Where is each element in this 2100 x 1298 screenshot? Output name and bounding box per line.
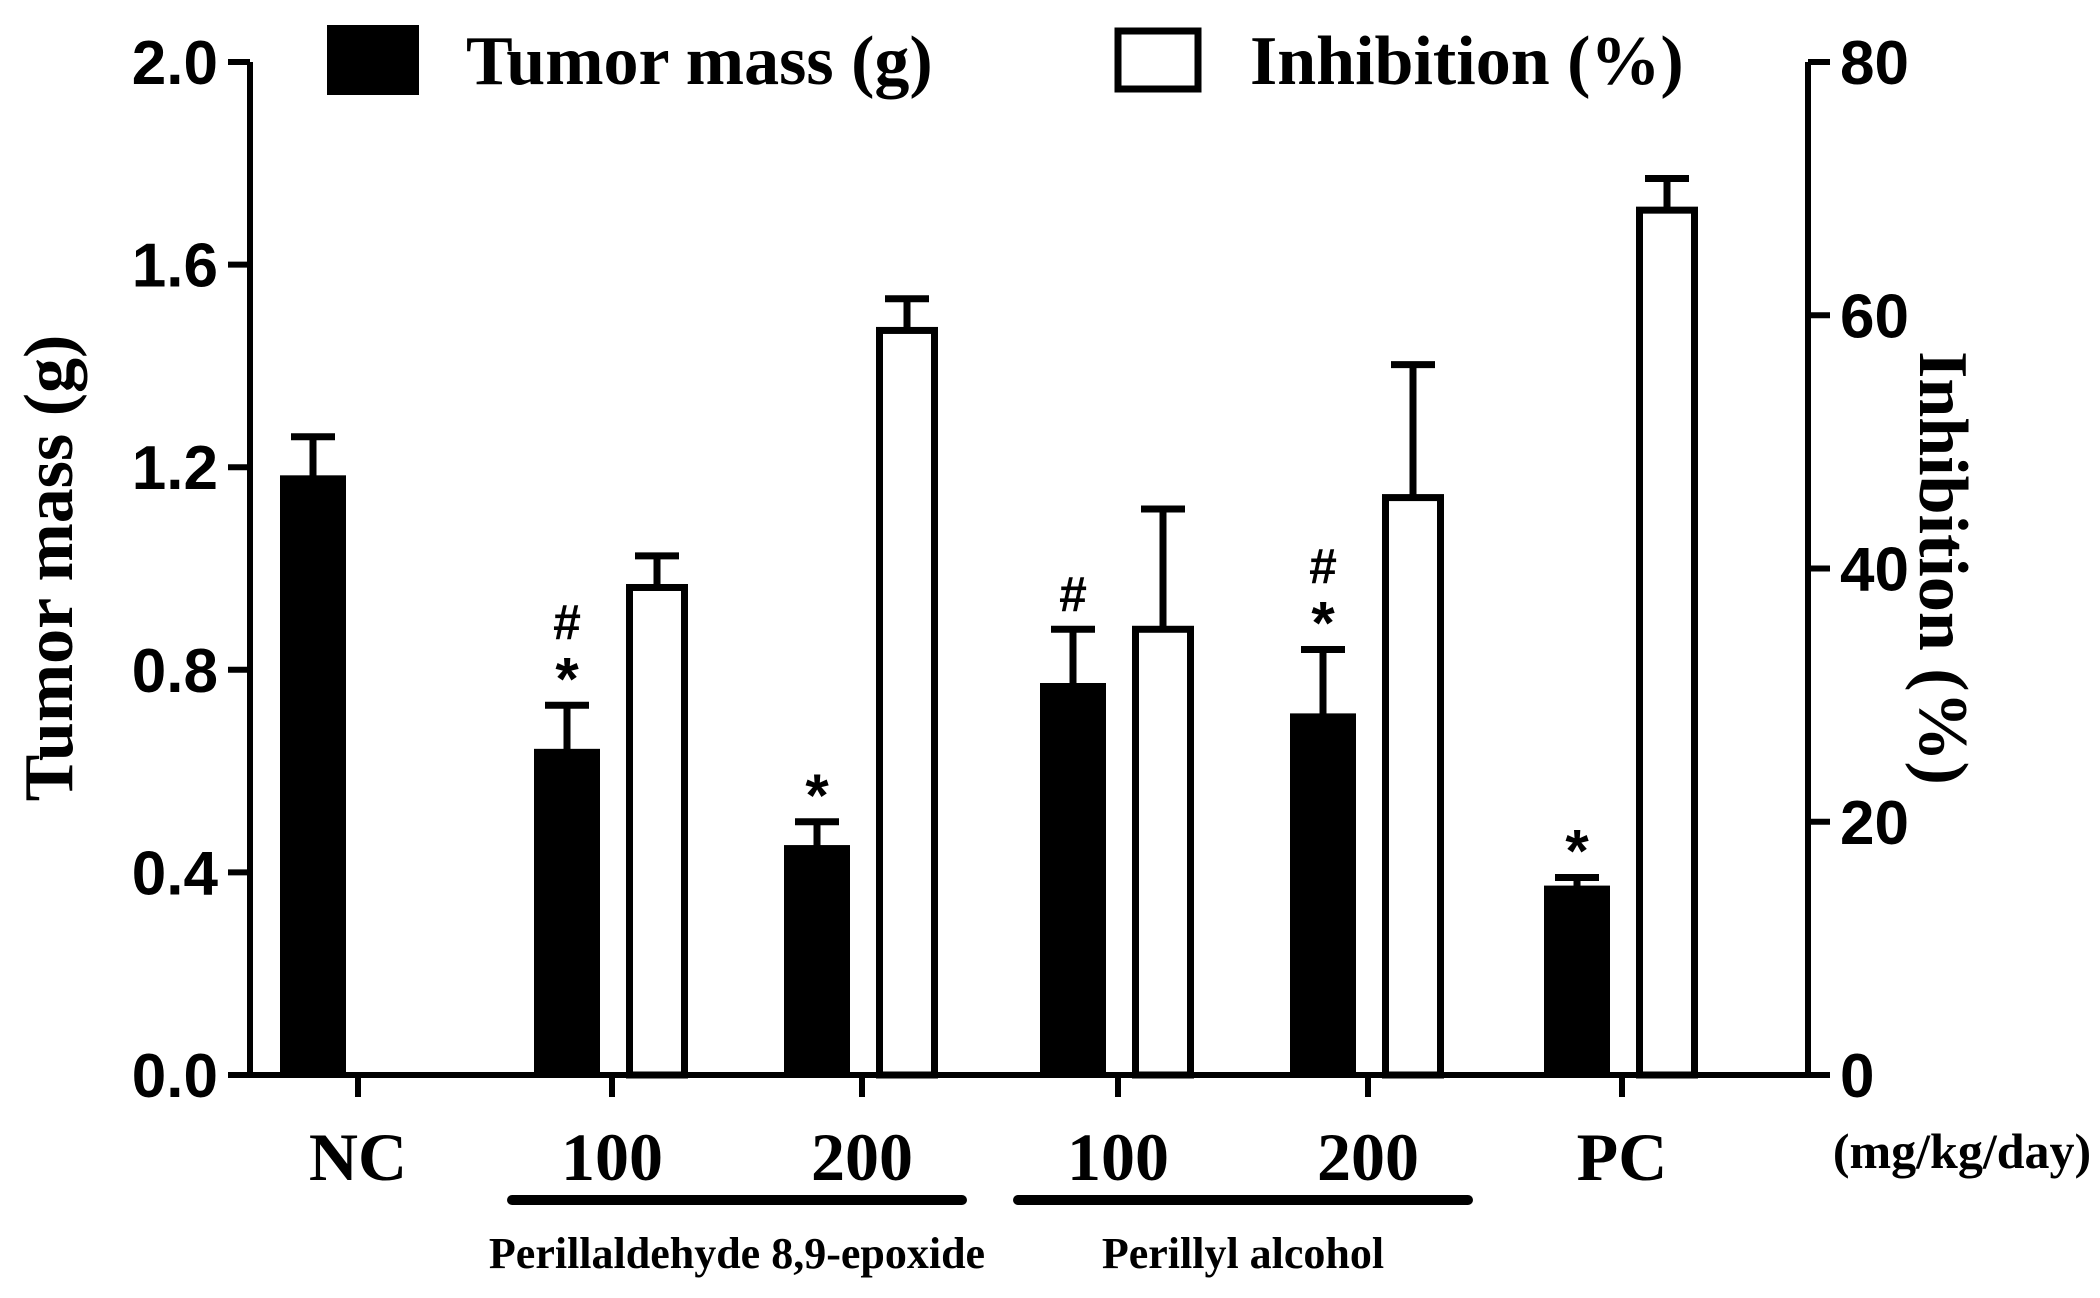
y-tick-label-right: 20 xyxy=(1840,789,1909,858)
significance-star: * xyxy=(1311,590,1335,657)
legend-label-tumor-mass: Tumor mass (g) xyxy=(466,23,933,100)
bar-inhibition xyxy=(1382,494,1444,1079)
bar-tumor-mass xyxy=(1040,682,1106,1077)
significance-hash: # xyxy=(1309,539,1337,595)
bar-inhibition xyxy=(876,326,938,1079)
legend-swatch-tumor-mass xyxy=(327,25,419,95)
y-tick-label-left: 0.8 xyxy=(132,637,218,706)
group-label: Perillaldehyde 8,9-epoxide xyxy=(489,1229,985,1278)
x-tick-label: 200 xyxy=(811,1119,913,1195)
x-tick-label: 100 xyxy=(561,1119,663,1195)
x-tick-label: 200 xyxy=(1317,1119,1419,1195)
y-axis-title-right: Inhibition (%) xyxy=(1904,351,1981,785)
bar-tumor-mass xyxy=(784,845,850,1078)
bar-inhibition xyxy=(626,583,688,1079)
group-label: Perillyl alcohol xyxy=(1102,1229,1384,1278)
x-tick-label: 100 xyxy=(1067,1119,1169,1195)
significance-star: * xyxy=(555,645,579,712)
y-tick-label-left: 2.0 xyxy=(132,29,218,98)
significance-hash: # xyxy=(1059,566,1087,622)
y-tick-label-left: 0.0 xyxy=(132,1042,218,1111)
y-tick-label-right: 40 xyxy=(1840,536,1909,605)
significance-star: * xyxy=(1565,817,1589,884)
bar-tumor-mass xyxy=(280,475,346,1077)
bar-tumor-mass xyxy=(1544,885,1610,1077)
bar-inhibition xyxy=(1132,625,1194,1079)
legend-label-inhibition: Inhibition (%) xyxy=(1250,23,1684,100)
y-tick-label-right: 80 xyxy=(1840,29,1909,98)
bar-tumor-mass xyxy=(1290,713,1356,1077)
y-tick-label-right: 60 xyxy=(1840,282,1909,351)
x-tick-label: NC xyxy=(309,1119,407,1195)
y-tick-label-left: 0.4 xyxy=(132,839,219,908)
x-unit-label: (mg/kg/day) xyxy=(1833,1123,2091,1179)
legend-swatch-inhibition xyxy=(1114,27,1202,93)
bar-inhibition xyxy=(1636,206,1698,1079)
x-tick-label: PC xyxy=(1577,1119,1668,1195)
significance-hash: # xyxy=(553,594,581,650)
y-tick-label-left: 1.2 xyxy=(132,434,218,503)
y-tick-label-right: 0 xyxy=(1840,1042,1874,1111)
bar-tumor-mass xyxy=(534,748,600,1078)
y-axis-title-left: Tumor mass (g) xyxy=(11,335,88,802)
y-tick-label-left: 1.6 xyxy=(132,232,218,301)
significance-star: * xyxy=(805,762,829,829)
